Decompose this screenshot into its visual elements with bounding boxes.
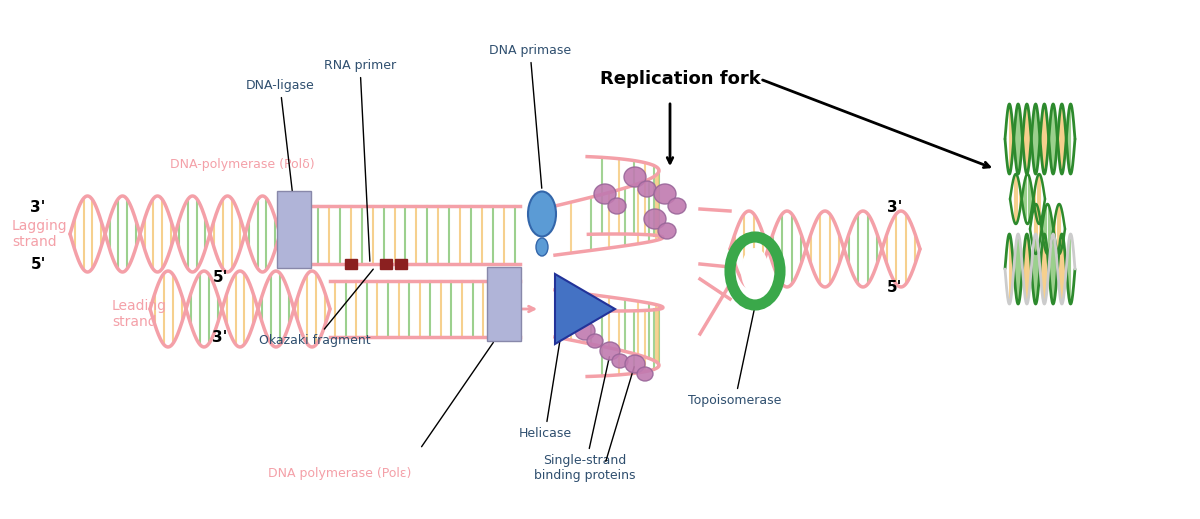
Ellipse shape bbox=[625, 355, 646, 373]
Text: Single-strand
binding proteins: Single-strand binding proteins bbox=[534, 357, 636, 482]
Ellipse shape bbox=[668, 198, 686, 214]
Ellipse shape bbox=[637, 367, 653, 381]
Ellipse shape bbox=[644, 209, 666, 229]
Text: 5': 5' bbox=[887, 280, 902, 294]
Text: Helicase: Helicase bbox=[518, 312, 571, 440]
Text: 3': 3' bbox=[30, 199, 46, 214]
Text: Lagging
strand: Lagging strand bbox=[12, 219, 67, 249]
Text: DNA-polymerase (Polδ): DNA-polymerase (Polδ) bbox=[170, 157, 314, 171]
Ellipse shape bbox=[608, 198, 626, 214]
Text: 5': 5' bbox=[212, 269, 228, 284]
Ellipse shape bbox=[638, 181, 656, 197]
Ellipse shape bbox=[600, 342, 620, 360]
Text: 3': 3' bbox=[887, 199, 902, 214]
Text: Okazaki fragment: Okazaki fragment bbox=[259, 269, 373, 347]
Ellipse shape bbox=[624, 167, 646, 187]
Text: 5': 5' bbox=[30, 256, 46, 271]
Text: DNA polymerase (Polε): DNA polymerase (Polε) bbox=[269, 468, 412, 481]
FancyBboxPatch shape bbox=[277, 191, 311, 268]
Text: DNA-ligase: DNA-ligase bbox=[246, 79, 314, 203]
Ellipse shape bbox=[654, 184, 676, 204]
Ellipse shape bbox=[742, 248, 769, 294]
Ellipse shape bbox=[594, 184, 616, 204]
Text: DNA primase: DNA primase bbox=[488, 44, 571, 188]
Ellipse shape bbox=[528, 192, 556, 237]
Text: Leading
strand: Leading strand bbox=[112, 299, 167, 329]
Ellipse shape bbox=[575, 322, 595, 340]
Bar bbox=[380, 259, 392, 269]
Bar bbox=[395, 259, 407, 269]
Ellipse shape bbox=[612, 354, 628, 368]
FancyBboxPatch shape bbox=[487, 267, 521, 341]
Bar bbox=[346, 259, 358, 269]
Text: Replication fork: Replication fork bbox=[600, 70, 761, 88]
Ellipse shape bbox=[658, 223, 676, 239]
Ellipse shape bbox=[536, 238, 548, 256]
Text: RNA primer: RNA primer bbox=[324, 59, 396, 261]
Polygon shape bbox=[556, 274, 616, 344]
Ellipse shape bbox=[587, 334, 604, 348]
Text: Topoisomerase: Topoisomerase bbox=[689, 309, 781, 407]
Text: 3': 3' bbox=[212, 330, 228, 345]
